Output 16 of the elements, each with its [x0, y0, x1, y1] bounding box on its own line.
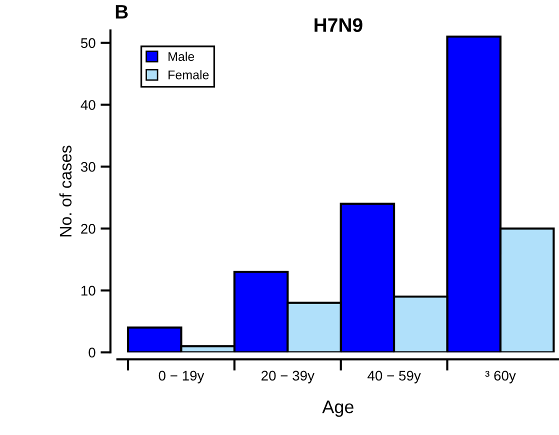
y-tick-label: 40 [80, 100, 96, 110]
x-tick-label: 20 − 39y [262, 370, 314, 384]
legend-label: Male [168, 52, 194, 61]
x-axis-title: Age [322, 400, 354, 417]
y-tick-label: 30 [80, 162, 96, 172]
x-tick-label: 0 − 19y [158, 370, 204, 384]
y-tick-label: 0 [88, 348, 96, 358]
x-tick-label: 40 − 59y [368, 370, 421, 384]
y-axis-title: No. of cases [59, 146, 72, 236]
y-tick-label: 50 [80, 38, 96, 48]
y-tick-label: 10 [81, 286, 96, 296]
legend-label: Female [168, 70, 209, 80]
text: B [116, 5, 128, 18]
chart-title: H7N9 [314, 18, 362, 32]
x-tick-label: ³ 60y [485, 370, 516, 384]
y-tick-label: 20 [81, 224, 96, 234]
